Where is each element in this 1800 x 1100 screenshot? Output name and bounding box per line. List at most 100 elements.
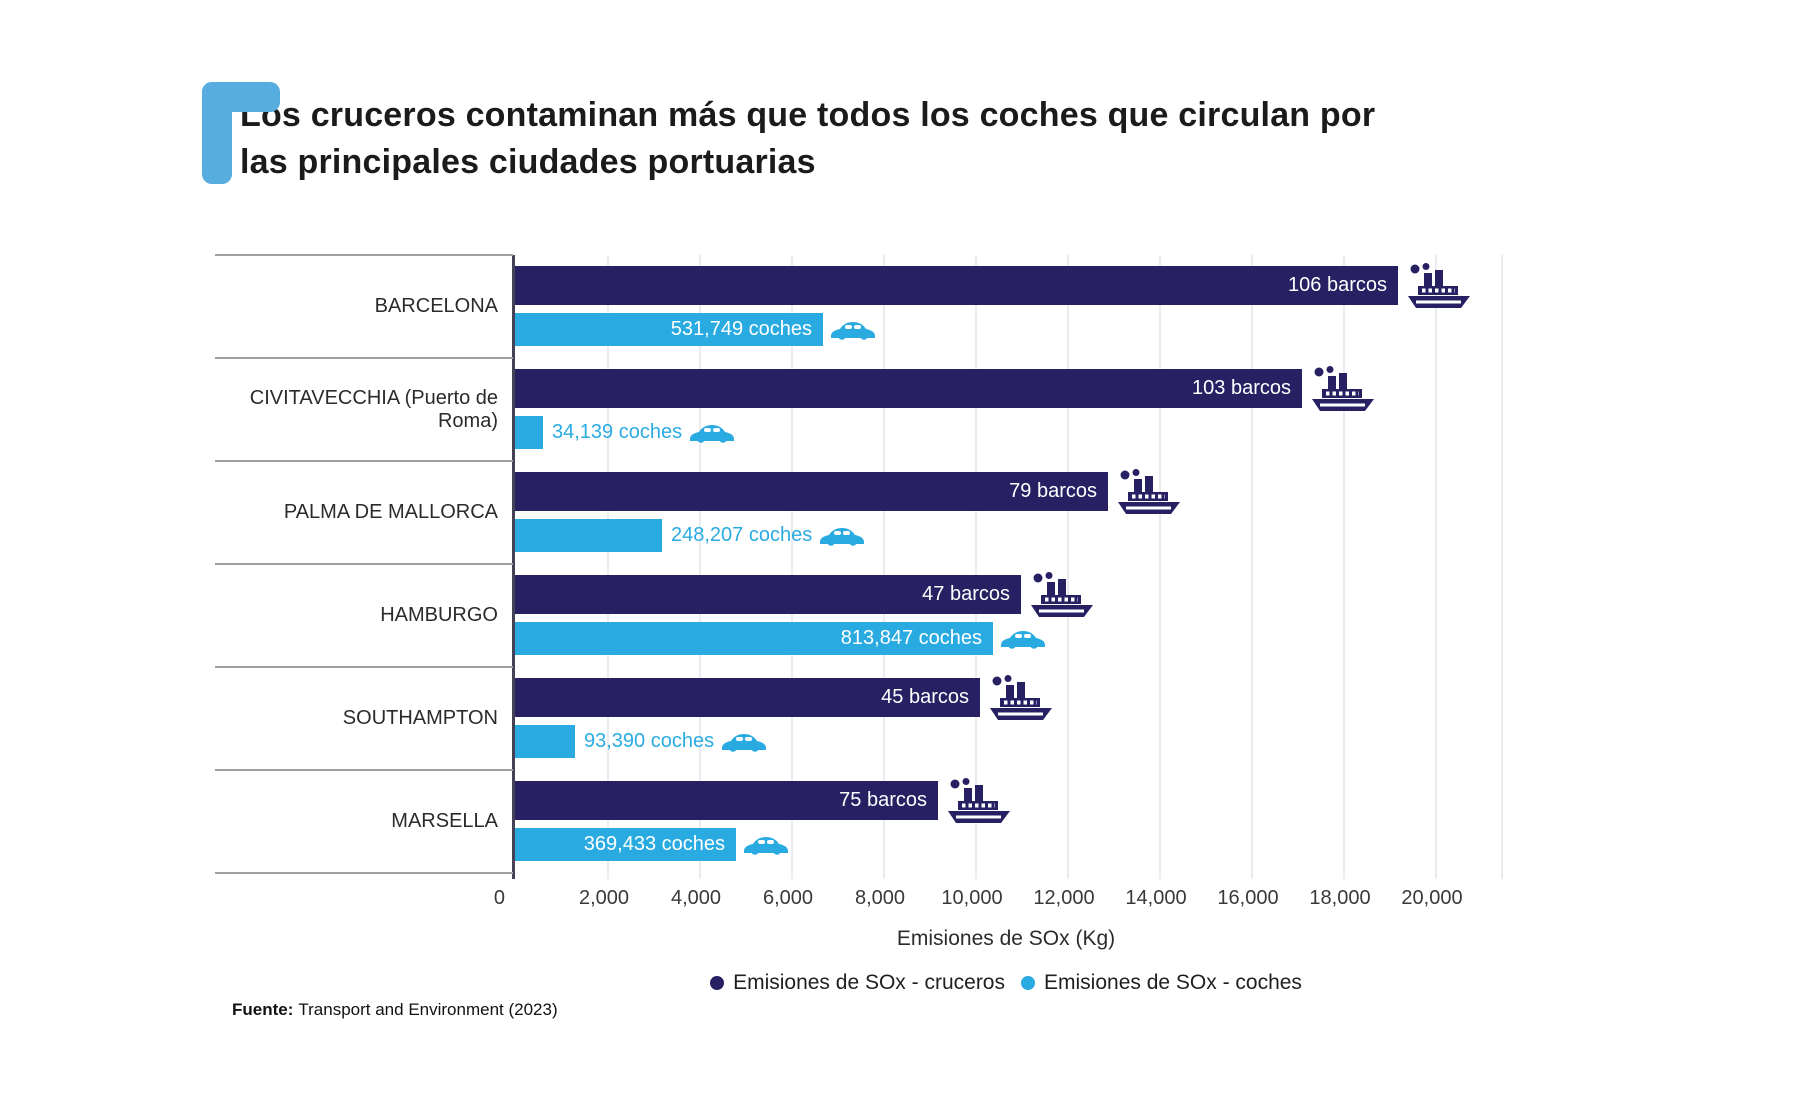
cruise-ship-icon — [948, 777, 1010, 823]
bar-cruceros: 106 barcos — [515, 266, 1398, 305]
cruise-ship-icon — [990, 674, 1052, 720]
gridline — [1159, 255, 1161, 879]
row-plot: 106 barcos 531,749 coches — [515, 255, 1500, 358]
coches-value-label: 34,139 coches — [552, 421, 683, 443]
chart-legend: Emisiones de SOx - cruceros Emisiones de… — [512, 971, 1500, 995]
cruceros-barline: 47 barcos — [515, 571, 1094, 617]
legend-marker-cruceros — [710, 976, 725, 990]
cruise-ship-icon — [1118, 468, 1180, 514]
cruceros-value-label: 103 barcos — [1192, 377, 1291, 399]
category-label: CIVITAVECCHIA (Puerto de Roma) — [249, 386, 498, 432]
x-axis-ticks: 0 2,000 4,000 6,000 8,000 10,000 12,000 14,000 1… — [494, 887, 1500, 913]
chart-row: MARSELLA 75 barcos 369,433 coches — [215, 769, 1500, 873]
x-tick-label: 20,000 — [1401, 887, 1463, 909]
cruceros-value-label: 45 barcos — [881, 686, 969, 708]
coches-value-label: 248,207 coches — [671, 524, 813, 546]
x-tick-label: 4,000 — [670, 887, 722, 909]
row-separator — [215, 769, 513, 771]
bar-cruceros: 75 barcos — [515, 781, 938, 820]
cruceros-barline: 103 barcos — [515, 365, 1375, 411]
cruise-ship-icon — [1408, 262, 1470, 308]
coches-barline: 34,139 coches — [515, 416, 735, 449]
gridline — [699, 255, 701, 879]
cruceros-value-label: 106 barcos — [1288, 274, 1387, 296]
x-tick-label: 8,000 — [854, 887, 906, 909]
category-label: SOUTHAMPTON — [342, 707, 498, 729]
chart-row: CIVITAVECCHIA (Puerto de Roma) 103 barcos… — [215, 357, 1500, 461]
car-icon — [690, 424, 735, 443]
bottom-separator — [215, 872, 513, 874]
bar-coches — [515, 725, 575, 758]
coches-value-label: 531,749 coches — [670, 318, 812, 340]
bar-coches — [515, 519, 662, 552]
x-tick-label: 10,000 — [941, 887, 1003, 909]
bar-cruceros: 47 barcos — [515, 575, 1021, 614]
legend-item-coches: Emisiones de SOx - coches — [1021, 971, 1302, 995]
cruceros-value-label: 47 barcos — [922, 583, 1010, 605]
source-prefix: Fuente: — [232, 1000, 294, 1019]
bar-coches — [515, 416, 543, 449]
chart-rows: BARCELONA 106 barcos 531,749 coches CIVIT… — [215, 254, 1500, 873]
coches-barline: 369,433 coches — [515, 828, 789, 861]
coches-value-label: 813,847 coches — [840, 627, 982, 649]
row-plot: 79 barcos 248,207 coches — [515, 461, 1500, 564]
coches-barline: 813,847 coches — [515, 622, 1046, 655]
cruceros-barline: 106 barcos — [515, 262, 1471, 308]
source-note: Fuente: Transport and Environment (2023) — [232, 1000, 558, 1020]
cruise-ship-icon — [1031, 571, 1093, 617]
chart-row: PALMA DE MALLORCA 79 barcos 248,207 coche… — [215, 460, 1500, 564]
legend-marker-coches — [1021, 976, 1035, 990]
legend-item-cruceros: Emisiones de SOx - cruceros — [710, 971, 1005, 995]
coches-barline: 248,207 coches — [515, 519, 865, 552]
gridline — [1251, 255, 1253, 879]
chart-title: Los cruceros contaminan más que todos lo… — [240, 96, 1376, 181]
bar-cruceros: 45 barcos — [515, 678, 980, 717]
row-separator — [215, 254, 513, 256]
bar-coches: 531,749 coches — [515, 313, 823, 346]
car-icon — [1001, 630, 1045, 649]
x-axis-title: Emisiones de SOx (Kg) — [896, 927, 1116, 950]
car-icon — [722, 733, 767, 752]
row-separator — [215, 357, 513, 359]
plot-area-gridlines — [512, 255, 1503, 879]
category-label: MARSELLA — [391, 810, 498, 832]
gridline — [791, 255, 793, 879]
row-plot: 103 barcos 34,139 coches — [515, 358, 1500, 461]
row-plot: 45 barcos 93,390 coches — [515, 667, 1500, 770]
bar-cruceros: 79 barcos — [515, 472, 1108, 511]
row-separator — [215, 563, 513, 565]
x-tick-label: 2,000 — [578, 887, 630, 909]
coches-barline: 93,390 coches — [515, 725, 767, 758]
bar-coches: 813,847 coches — [515, 622, 993, 655]
legend-label-coches: Emisiones de SOx - coches — [1044, 971, 1302, 994]
gridline — [975, 255, 977, 879]
bar-cruceros: 103 barcos — [515, 369, 1302, 408]
gridline — [1501, 255, 1503, 879]
x-tick-label: 12,000 — [1033, 887, 1095, 909]
source-text: Transport and Environment (2023) — [298, 1000, 558, 1019]
gridline — [1067, 255, 1069, 879]
row-separator — [215, 460, 513, 462]
x-tick-label: 14,000 — [1125, 887, 1187, 909]
x-tick-label: 18,000 — [1309, 887, 1371, 909]
row-plot: 47 barcos 813,847 coches — [515, 564, 1500, 667]
cruceros-barline: 75 barcos — [515, 777, 1011, 823]
gridline — [1343, 255, 1345, 879]
car-icon — [820, 527, 865, 546]
chart-row: HAMBURGO 47 barcos 813,847 coches — [215, 563, 1500, 667]
cruceros-barline: 79 barcos — [515, 468, 1181, 514]
cruceros-value-label: 79 barcos — [1009, 480, 1097, 502]
row-plot: 75 barcos 369,433 coches — [515, 770, 1500, 873]
bar-chart: BARCELONA 106 barcos 531,749 coches CIVIT… — [215, 254, 1503, 994]
x-tick-label: 0 — [493, 887, 505, 909]
coches-barline: 531,749 coches — [515, 313, 876, 346]
coches-value-label: 369,433 coches — [583, 833, 725, 855]
x-tick-label: 6,000 — [762, 887, 814, 909]
corner-bracket-decoration — [202, 82, 280, 184]
legend-label-cruceros: Emisiones de SOx - cruceros — [733, 971, 1005, 994]
car-icon — [744, 836, 788, 855]
coches-value-label: 93,390 coches — [584, 730, 715, 752]
chart-row: BARCELONA 106 barcos 531,749 coches — [215, 254, 1500, 358]
chart-row: SOUTHAMPTON 45 barcos 93,390 coches — [215, 666, 1500, 770]
